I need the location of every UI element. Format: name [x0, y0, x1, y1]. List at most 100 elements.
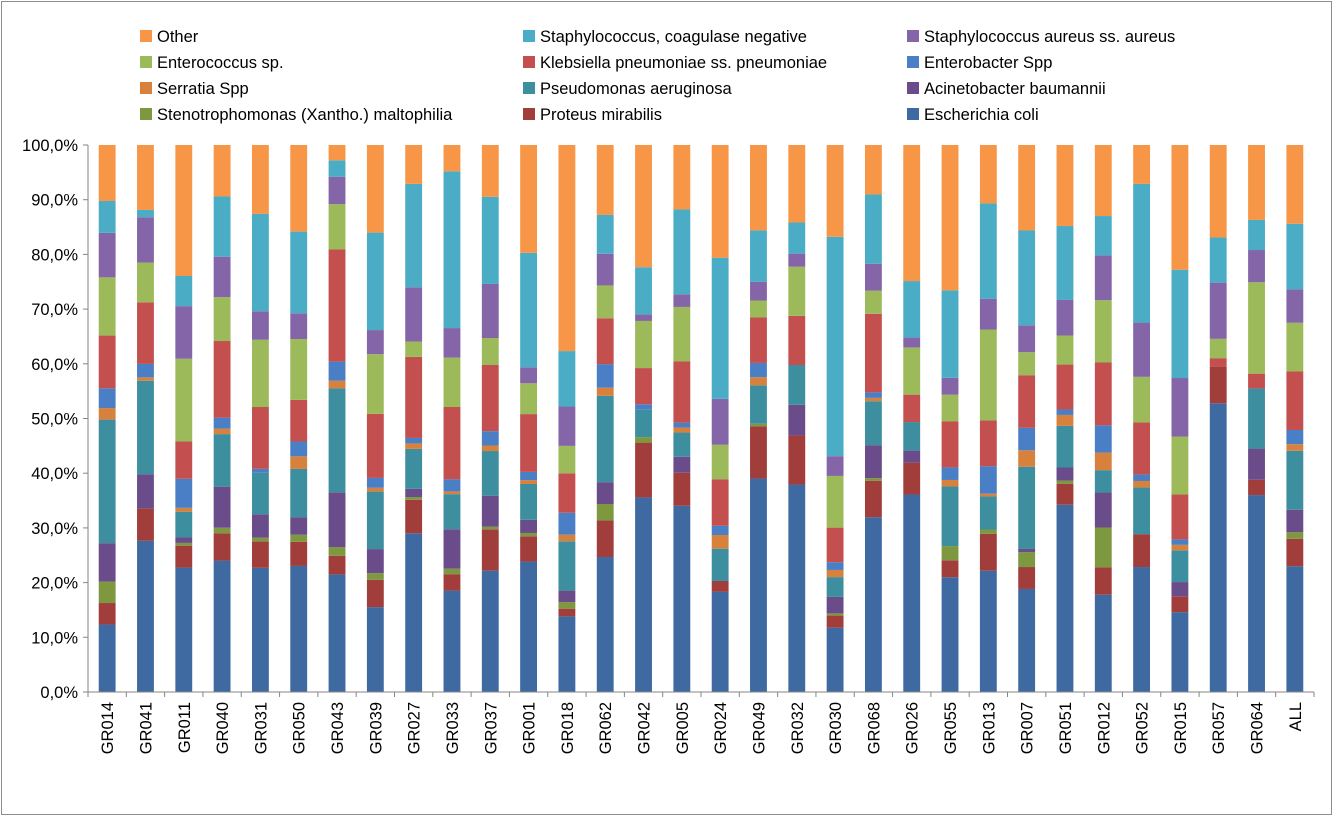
bar-segment-gr030-enterococcus-sp — [826, 475, 844, 528]
bar-segment-gr024-staphylococcus-aureus-ss-aureus — [711, 398, 729, 445]
bar-segment-gr042-staphylococcus-coagulase-negative — [635, 267, 652, 315]
bar-segment-gr041-serratia-spp — [137, 377, 154, 381]
bar-segment-gr031-acinetobacter-baumannii — [251, 514, 269, 538]
bar-segment-gr039-stenotrophomonas-xantho-maltophilia — [366, 573, 384, 580]
bar-segment-gr015-enterobacter-spp — [1171, 539, 1189, 545]
bar-segment-gr049-serratia-spp — [750, 377, 767, 386]
legend-label-pseudomonas-aeruginosa: Pseudomonas aeruginosa — [540, 80, 733, 98]
x-tick-label: GR015 — [1172, 702, 1190, 754]
x-tick-label: GR011 — [176, 702, 194, 753]
bar-segment-gr024-enterobacter-spp — [711, 525, 729, 536]
bar-segment-gr033-staphylococcus-coagulase-negative — [443, 171, 461, 329]
bar-segment-gr005-enterobacter-spp — [673, 422, 691, 428]
legend-item-enterobacter-spp: Enterobacter Spp — [907, 54, 1052, 72]
y-tick-label: 40,0% — [31, 465, 78, 483]
x-tick-label: GR062 — [597, 702, 615, 754]
bar-segment-gr031-staphylococcus-aureus-ss-aureus — [251, 311, 269, 340]
bar-segment-gr018-enterobacter-spp — [558, 512, 576, 535]
bar-segment-gr041-klebsiella-pneumoniae-ss-pneumoniae — [137, 302, 154, 364]
bar-segment-gr037-pseudomonas-aeruginosa — [481, 451, 499, 496]
bar-segment-gr040-klebsiella-pneumoniae-ss-pneumoniae — [213, 341, 231, 418]
bar-segment-gr037-enterococcus-sp — [481, 337, 499, 366]
legend-item-escherichia-coli: Escherichia coli — [907, 106, 1039, 124]
bar-segment-gr037-stenotrophomonas-xantho-maltophilia — [481, 526, 499, 530]
bar-segment-gr015-serratia-spp — [1171, 544, 1189, 551]
bar-segment-gr062-serratia-spp — [596, 387, 614, 396]
legend-label-acinetobacter-baumannii: Acinetobacter baumannii — [924, 80, 1106, 98]
bar-segment-gr040-enterococcus-sp — [213, 297, 231, 342]
bar-segment-gr041-pseudomonas-aeruginosa — [137, 380, 154, 475]
bar-segment-gr012-proteus-mirabilis — [1094, 567, 1112, 595]
bar-segment-gr027-klebsiella-pneumoniae-ss-pneumoniae — [405, 356, 423, 438]
bar-segment-gr015-staphylococcus-aureus-ss-aureus — [1171, 378, 1189, 437]
bar-segment-gr050-stenotrophomonas-xantho-maltophilia — [290, 534, 308, 542]
bar-segment-gr062-staphylococcus-coagulase-negative — [596, 214, 614, 254]
bar-segment-gr042-enterococcus-sp — [635, 320, 652, 369]
bar-segment-gr001-staphylococcus-coagulase-negative — [520, 252, 538, 368]
bar-segment-gr068-other — [864, 145, 882, 195]
bar-segment-gr012-enterobacter-spp — [1094, 425, 1112, 453]
x-tick-label: GR033 — [444, 702, 462, 754]
bar-segment-gr027-escherichia-coli — [405, 533, 423, 692]
x-tick-label: GR055 — [942, 702, 960, 754]
bar-stack-gr033 — [443, 145, 461, 692]
bar-segment-gr011-stenotrophomonas-xantho-maltophilia — [175, 542, 193, 546]
legend-item-klebsiella-pneumoniae-ss-pneumoniae: Klebsiella pneumoniae ss. pneumoniae — [523, 54, 827, 72]
bar-stack-gr013 — [979, 145, 997, 692]
bar-segment-gr068-pseudomonas-aeruginosa — [864, 401, 882, 446]
bar-segment-all-staphylococcus-aureus-ss-aureus — [1286, 289, 1304, 323]
bar-segment-gr001-stenotrophomonas-xantho-maltophilia — [520, 532, 538, 537]
bar-stack-gr055 — [941, 145, 959, 692]
bar-segment-gr030-acinetobacter-baumannii — [826, 596, 844, 614]
bar-segment-gr055-stenotrophomonas-xantho-maltophilia — [941, 546, 959, 561]
bar-segment-gr055-pseudomonas-aeruginosa — [941, 486, 959, 547]
bar-segment-gr030-serratia-spp — [826, 569, 844, 578]
bar-segment-gr014-serratia-spp — [98, 408, 116, 420]
x-tick-label: GR039 — [367, 702, 385, 754]
bar-segment-gr050-staphylococcus-aureus-ss-aureus — [290, 313, 308, 340]
bar-segment-gr052-proteus-mirabilis — [1133, 534, 1151, 568]
bars — [98, 145, 1304, 692]
bar-segment-gr027-acinetobacter-baumannii — [405, 488, 423, 498]
y-tick-label: 50,0% — [31, 411, 78, 429]
bar-segment-gr043-enterobacter-spp — [328, 361, 346, 381]
bar-segment-gr012-staphylococcus-aureus-ss-aureus — [1094, 255, 1112, 301]
bar-segment-gr051-enterococcus-sp — [1056, 335, 1074, 365]
bar-segment-gr001-enterococcus-sp — [520, 383, 538, 415]
bar-segment-gr057-staphylococcus-aureus-ss-aureus — [1209, 282, 1227, 339]
bar-segment-all-enterococcus-sp — [1286, 322, 1304, 372]
x-tick-label: GR064 — [1249, 702, 1267, 754]
bar-segment-gr030-proteus-mirabilis — [826, 615, 844, 628]
bar-segment-gr062-escherichia-coli — [596, 557, 614, 692]
bar-segment-gr040-staphylococcus-aureus-ss-aureus — [213, 256, 231, 298]
bar-segment-gr018-staphylococcus-aureus-ss-aureus — [558, 406, 576, 446]
bar-segment-gr037-serratia-spp — [481, 445, 499, 452]
bar-segment-gr015-proteus-mirabilis — [1171, 596, 1189, 613]
x-tick-label: GR041 — [137, 702, 155, 754]
bar-segment-gr052-pseudomonas-aeruginosa — [1133, 487, 1151, 535]
bar-segment-all-pseudomonas-aeruginosa — [1286, 450, 1304, 510]
x-tick-label: GR001 — [521, 702, 539, 754]
bar-segment-gr024-proteus-mirabilis — [711, 580, 729, 592]
bar-segment-gr052-escherichia-coli — [1133, 567, 1151, 692]
bar-segment-gr033-acinetobacter-baumannii — [443, 529, 461, 569]
bar-segment-gr007-klebsiella-pneumoniae-ss-pneumoniae — [1018, 375, 1036, 428]
bar-segment-gr012-acinetobacter-baumannii — [1094, 492, 1112, 528]
bar-segment-gr005-proteus-mirabilis — [673, 472, 691, 506]
y-tick-label: 80,0% — [31, 246, 78, 264]
bar-segment-all-acinetobacter-baumannii — [1286, 509, 1304, 533]
bar-segment-gr049-enterobacter-spp — [750, 362, 767, 378]
bar-segment-gr014-stenotrophomonas-xantho-maltophilia — [98, 581, 116, 604]
bar-segment-gr031-klebsiella-pneumoniae-ss-pneumoniae — [251, 407, 269, 469]
bar-segment-gr011-acinetobacter-baumannii — [175, 537, 193, 543]
bar-segment-gr030-enterobacter-spp — [826, 562, 844, 570]
bar-segment-gr052-enterococcus-sp — [1133, 376, 1151, 423]
bar-segment-gr064-staphylococcus-coagulase-negative — [1248, 219, 1265, 251]
bar-segment-gr031-pseudomonas-aeruginosa — [251, 472, 269, 515]
bar-segment-gr064-acinetobacter-baumannii — [1248, 448, 1265, 480]
bar-segment-gr037-escherichia-coli — [481, 570, 499, 692]
bar-segment-gr049-staphylococcus-aureus-ss-aureus — [750, 281, 767, 301]
bar-segment-gr050-proteus-mirabilis — [290, 541, 308, 566]
bar-segment-gr050-escherichia-coli — [290, 565, 308, 692]
